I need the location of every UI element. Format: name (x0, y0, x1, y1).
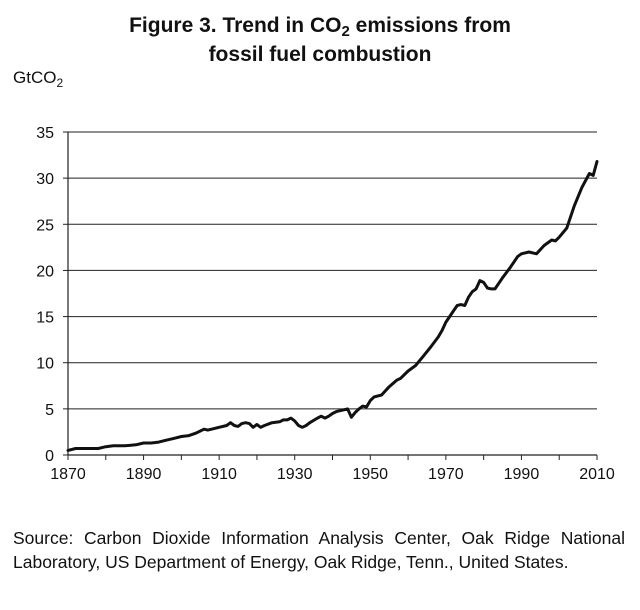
title-text-post: emissions from (349, 14, 511, 37)
chart-title-line1: Figure 3. Trend in CO2 emissions from (0, 12, 640, 41)
y-tick-label: 10 (36, 356, 54, 373)
x-tick-label: 2010 (579, 466, 615, 483)
y-tick-label: 15 (36, 310, 54, 327)
y-tick-label: 0 (45, 448, 54, 465)
x-tick-label: 1930 (277, 466, 313, 483)
x-tick-label: 1950 (352, 466, 388, 483)
y-axis-unit-label: GtCO2 (13, 68, 64, 90)
unit-text: GtCO (13, 68, 57, 87)
chart-title-line2: fossil fuel combustion (208, 43, 432, 66)
x-tick-label: 1870 (50, 466, 86, 483)
y-tick-label: 20 (36, 263, 54, 280)
y-tick-label: 25 (36, 217, 54, 234)
title-text-pre: Figure 3. Trend in CO (129, 14, 342, 37)
x-tick-label: 1990 (504, 466, 540, 483)
x-tick-label: 1890 (126, 466, 162, 483)
x-tick-label: 1970 (428, 466, 464, 483)
series-line (66, 160, 599, 452)
title-subscript: 2 (341, 23, 350, 40)
source-note: Source: Carbon Dioxide Information Analy… (13, 528, 625, 572)
chart-title: Figure 3. Trend in CO2 emissions from fo… (0, 12, 640, 68)
line-chart: 0 5 10 15 20 25 30 35 1870 1890 1910 1930 1950 1970 19… (36, 125, 615, 483)
y-tick-label: 35 (36, 125, 54, 142)
unit-subscript: 2 (56, 76, 64, 90)
y-tick-label: 5 (45, 402, 54, 419)
x-tick-label: 1910 (201, 466, 237, 483)
y-tick-label: 30 (36, 171, 54, 188)
